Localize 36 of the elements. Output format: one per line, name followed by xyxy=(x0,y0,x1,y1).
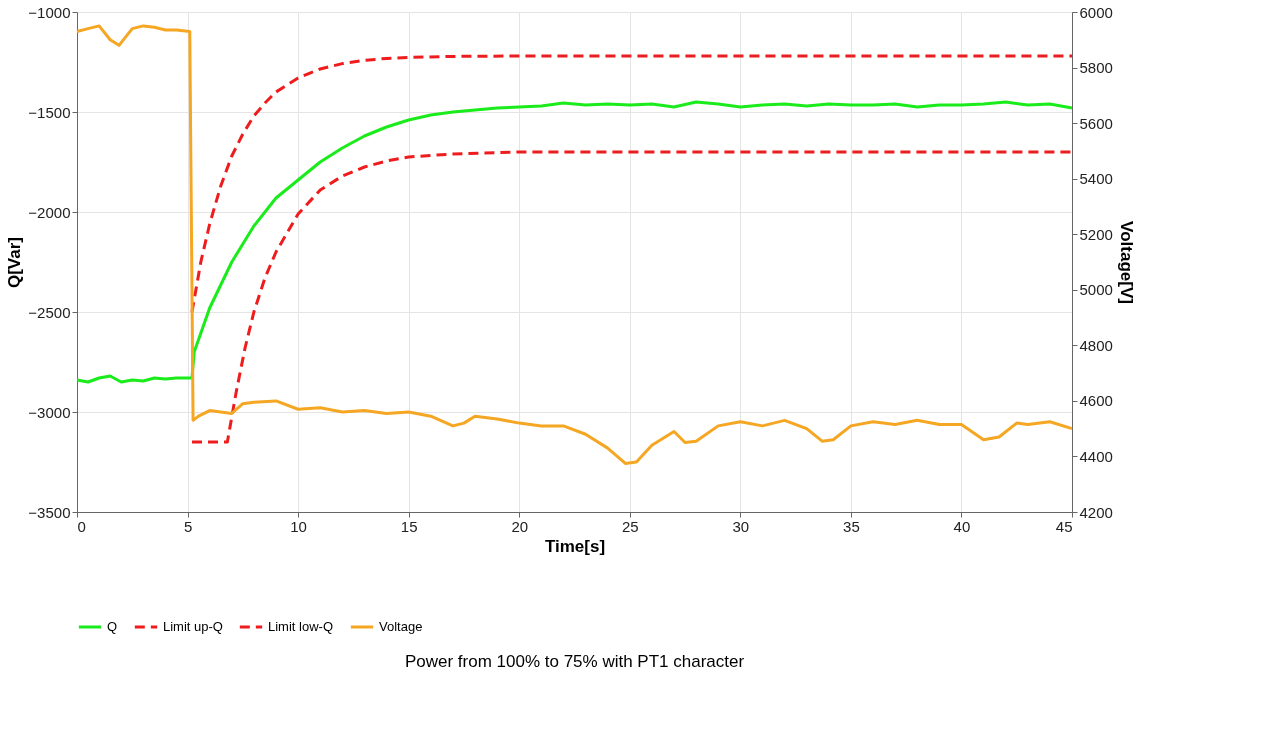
y-axis-title: Q[Var] xyxy=(5,236,25,289)
x-tick-label: 25 xyxy=(621,517,639,535)
legend-label: Limit up-Q xyxy=(163,619,223,634)
y2-tick-label: 4200 xyxy=(1079,503,1113,521)
x-axis-title: Time[s] xyxy=(544,536,606,556)
y2-tick-label: 6000 xyxy=(1079,3,1113,21)
x-tick-label: 15 xyxy=(400,517,418,535)
y2-tick-label: 5400 xyxy=(1079,170,1113,188)
y2-tick-label: 5800 xyxy=(1079,59,1113,77)
x-tick-label: 0 xyxy=(77,517,86,535)
y2-tick-label: 4600 xyxy=(1079,392,1113,410)
x-tick-label: 30 xyxy=(732,517,750,535)
y-tick-label: −2000 xyxy=(28,203,71,221)
y-tick-label: −3500 xyxy=(28,503,71,521)
y2-tick-label: 4400 xyxy=(1079,447,1113,465)
x-tick-label: 45 xyxy=(1055,517,1073,535)
y-tick-label: −2500 xyxy=(28,303,71,321)
x-tick-label: 20 xyxy=(511,517,529,535)
y-tick-label: −3000 xyxy=(28,403,71,421)
line-series xyxy=(75,100,1074,384)
legend-label: Voltage xyxy=(379,619,423,634)
x-tick-label: 10 xyxy=(290,517,307,535)
text: Power from 100% to 75% with PT1 character xyxy=(404,652,745,671)
y2-tick-label: 5000 xyxy=(1079,281,1113,299)
y2-tick-label: 5600 xyxy=(1079,114,1113,132)
x-tick-label: 35 xyxy=(843,517,860,535)
y-tick-label: −1500 xyxy=(28,103,71,121)
legend-label: Q xyxy=(107,619,118,634)
legend-label: Limit low-Q xyxy=(268,619,334,634)
x-tick-label: 5 xyxy=(183,517,193,535)
x-tick-label: 40 xyxy=(953,517,971,535)
line-series xyxy=(75,24,1074,465)
y-tick-label: −1000 xyxy=(28,3,71,21)
y2-axis-title: Voltage[V] xyxy=(1116,221,1136,304)
y2-tick-label: 5200 xyxy=(1079,225,1113,243)
y2-tick-label: 4800 xyxy=(1079,336,1113,354)
